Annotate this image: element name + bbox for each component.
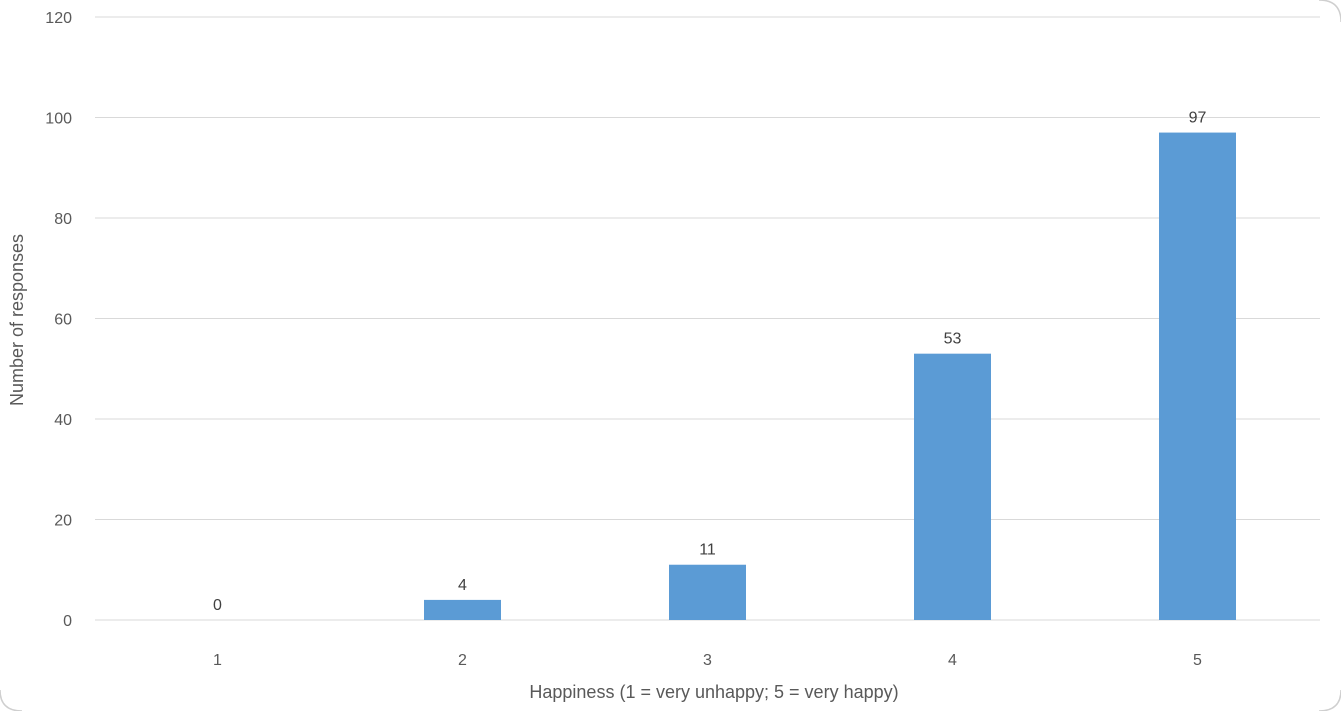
y-axis-ticks: 0 20 40 60 80 100 120 [45, 10, 72, 630]
data-label-3: 11 [699, 542, 716, 559]
x-axis-title: Happiness (1 = very unhappy; 5 = very ha… [529, 682, 898, 702]
x-tick-label-4: 4 [948, 652, 957, 669]
x-tick-label-2: 2 [458, 652, 467, 669]
data-labels: 0 4 11 53 97 [213, 110, 1206, 614]
x-tick-label-5: 5 [1193, 652, 1202, 669]
bars [424, 132, 1236, 620]
bar-4 [914, 353, 991, 620]
y-tick-label: 80 [54, 211, 72, 228]
x-axis-ticks: 1 2 3 4 5 [213, 652, 1202, 669]
x-tick-label-1: 1 [213, 652, 222, 669]
y-axis-title: Number of responses [7, 234, 27, 406]
bar-2 [424, 599, 501, 620]
bar-5 [1159, 132, 1236, 620]
y-tick-label: 40 [54, 412, 72, 429]
y-tick-label: 120 [45, 10, 72, 27]
data-label-2: 4 [458, 577, 467, 594]
data-label-4: 53 [944, 331, 962, 348]
gridlines [95, 16, 1320, 621]
y-tick-label: 20 [54, 513, 72, 530]
x-tick-label-3: 3 [703, 652, 712, 669]
data-label-1: 0 [213, 597, 222, 614]
y-tick-label: 100 [45, 111, 72, 128]
y-tick-label: 60 [54, 312, 72, 329]
data-label-5: 97 [1189, 110, 1207, 127]
bar-3 [669, 564, 746, 620]
y-tick-label: 0 [63, 613, 72, 630]
